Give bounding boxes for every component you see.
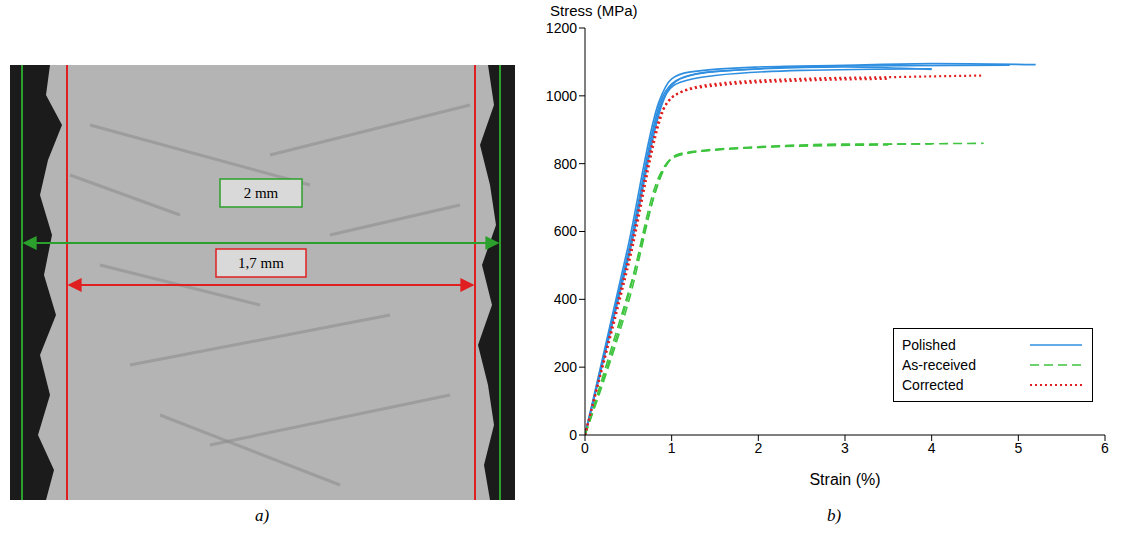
svg-text:4: 4: [928, 440, 936, 456]
svg-text:800: 800: [554, 156, 578, 172]
svg-text:0: 0: [581, 440, 589, 456]
svg-text:0: 0: [569, 427, 577, 443]
html-text:a): a): [255, 506, 270, 525]
html-text:Polished: Polished: [902, 337, 956, 353]
html-text:b): b): [827, 506, 842, 525]
svg-text:1: 1: [668, 440, 676, 456]
svg-text:Strain (%): Strain (%): [809, 471, 880, 488]
svg-text:400: 400: [554, 291, 578, 307]
html-text:Corrected: Corrected: [902, 377, 964, 393]
svg-text:3: 3: [841, 440, 849, 456]
svg-text:1,7 mm: 1,7 mm: [238, 255, 284, 271]
html-text:Stress (MPa): Stress (MPa): [550, 2, 638, 19]
svg-text:200: 200: [554, 359, 578, 375]
svg-text:1000: 1000: [546, 88, 577, 104]
svg-text:600: 600: [554, 223, 578, 239]
svg-text:5: 5: [1014, 440, 1022, 456]
svg-text:6: 6: [1101, 440, 1109, 456]
svg-text:2: 2: [754, 440, 762, 456]
html-text:As-received: As-received: [902, 357, 976, 373]
svg-text:2 mm: 2 mm: [244, 185, 279, 201]
svg-text:1200: 1200: [546, 20, 577, 36]
